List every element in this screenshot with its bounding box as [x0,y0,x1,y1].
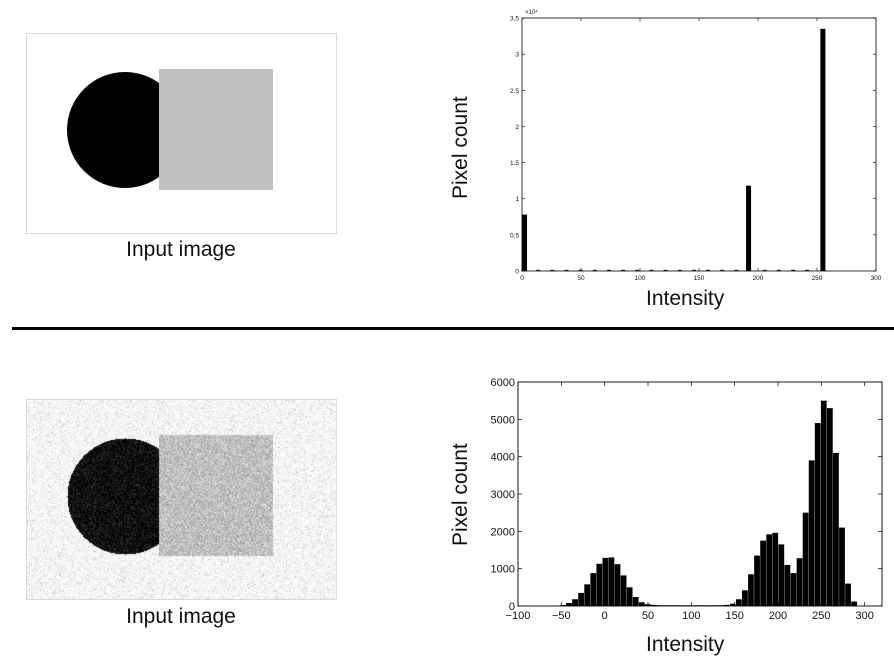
histogram-bar [760,540,766,606]
histogram-bar [766,534,773,606]
histogram-bar [620,575,627,606]
input-image-clean [26,33,337,234]
gray-square [159,69,273,190]
y-tick-label: 3000 [491,489,515,501]
x-tick-label: 100 [635,275,646,282]
input-image-caption-noisy: Input image [126,605,236,628]
histogram-bar [754,555,760,606]
histogram-bar [826,408,833,606]
input-image-caption: Input image [126,238,236,261]
histogram-bar [560,604,566,606]
histogram-bar [778,544,785,606]
histogram-bar [699,605,706,606]
histogram-bar [566,603,572,606]
histogram-bar [833,452,839,606]
x-tick-label: 150 [725,610,743,622]
histogram-bar [522,214,527,271]
x-tick-label: 0 [602,610,608,622]
histogram-bar [638,602,645,606]
histogram-bar [723,604,730,606]
histogram-bar [614,564,621,606]
x-tick-label: 250 [812,275,823,282]
histogram-bar [845,583,851,606]
y-tick-label: 1000 [491,564,515,576]
x-tick-label: −50 [552,610,571,622]
y-tick-label: 0.5 [510,232,519,239]
histogram-bar [748,574,754,606]
x-axis-label-noisy: Intensity [646,633,725,656]
histogram-bar [784,564,791,606]
histogram-bar [729,603,736,606]
histogram-bar [663,605,669,606]
x-tick-label: 300 [855,610,873,622]
histogram-bar [820,400,827,606]
y-tick-label: 2000 [491,526,515,538]
x-tick-label: 200 [769,610,787,622]
histogram-bar [851,601,857,606]
x-tick-label: 50 [577,275,585,282]
y-multiplier-label: ×10⁴ [525,9,538,16]
histogram-bar [796,558,803,606]
histogram-bar [711,605,718,606]
shapes-clean [67,69,273,190]
x-tick-label: 100 [682,610,700,622]
noisy-image-canvas [27,400,336,599]
histogram-bar [820,28,826,271]
histogram-bar [632,597,639,606]
histogram-bar [602,557,609,606]
histogram-bar [644,604,651,606]
histogram-bar [802,512,809,606]
y-tick-label: 4000 [491,452,515,464]
histogram-bar [735,599,742,606]
y-tick-label: 2 [515,124,519,131]
histogram-bar [651,604,657,606]
black-circle [67,72,183,188]
x-tick-label: 150 [694,275,705,282]
x-axis-label: Intensity [646,287,725,310]
histogram-bar [705,605,712,606]
x-tick-label: 300 [871,275,882,282]
y-tick-label: 1 [515,196,519,203]
x-tick-label: 200 [753,275,764,282]
input-image-noisy [26,399,337,600]
histogram-bar [687,605,694,606]
y-tick-label: 5000 [491,414,515,426]
histogram-bar [584,584,591,606]
histogram-bar [839,527,845,606]
x-tick-label: 250 [812,610,830,622]
x-tick-label: 0 [520,275,524,282]
histogram-bar [669,605,675,606]
histogram-bar [675,605,682,606]
x-tick-label: 50 [642,610,654,622]
y-tick-label: 0 [515,269,519,276]
histogram-bar [717,605,724,606]
histogram-bar [808,460,815,606]
y-tick-label: 3.5 [510,16,519,23]
histogram-bar [578,592,584,606]
histogram-bar [657,605,663,606]
histogram-bar [814,423,821,606]
histogram-bar [572,599,578,606]
histogram-clean: 0 50 100 150 200 250 300 0 0.5 1 1.5 2 2.5 3 3.5 ×10⁴ [510,9,882,282]
histogram-bar [746,185,752,271]
y-tick-label: 6000 [491,377,515,389]
y-tick-label: 1.5 [510,160,519,167]
histogram-bar [596,563,603,606]
histogram-bar [626,587,633,606]
histogram-bar [772,532,779,606]
y-tick-label: 2.5 [510,88,519,95]
histogram-bar [681,605,688,606]
y-tick-label: 3 [515,52,519,59]
histogram-bar [693,605,700,606]
histogram-bar [590,573,597,606]
histogram-bar [608,557,615,606]
y-tick-label: 0 [509,601,515,613]
histogram-bar [742,590,748,606]
x-tick-label: −100 [506,610,531,622]
section-divider [12,327,894,330]
histogram-bar [790,573,797,606]
